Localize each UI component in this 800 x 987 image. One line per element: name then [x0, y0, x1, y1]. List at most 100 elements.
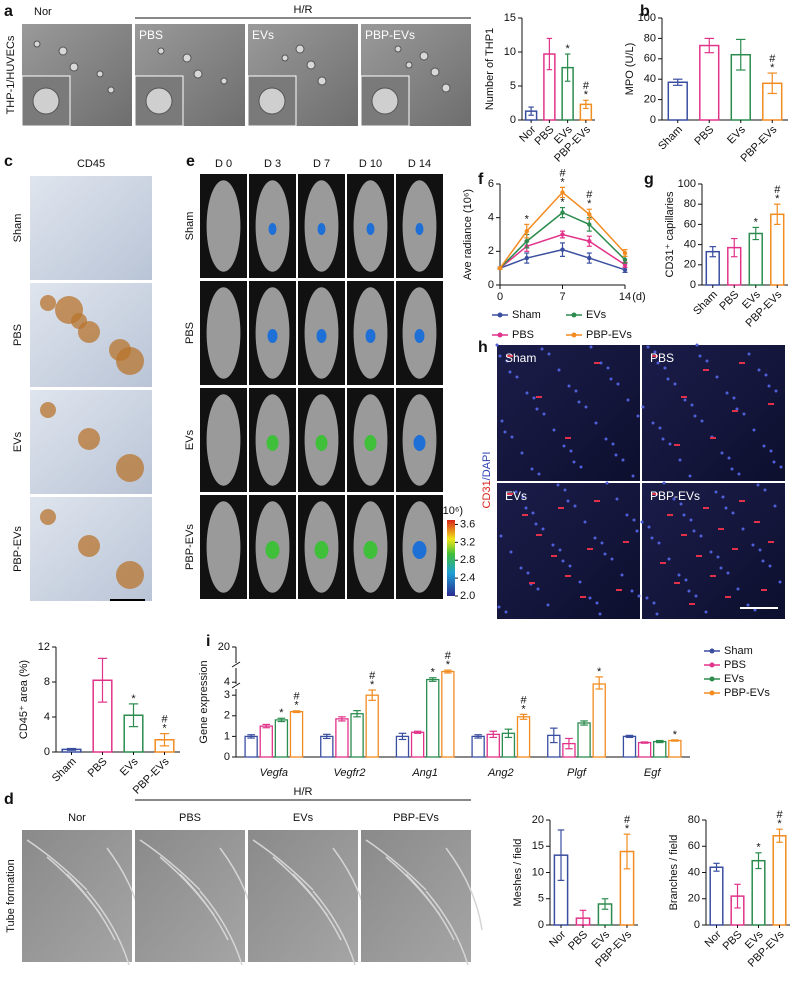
nucleus	[637, 594, 641, 598]
panel-letter: e	[186, 153, 195, 170]
vessel	[725, 596, 731, 598]
nucleus	[499, 534, 503, 538]
vessel	[739, 500, 745, 502]
bar	[699, 44, 720, 121]
nucleus	[561, 559, 565, 563]
nucleus	[772, 460, 776, 464]
significance-mark: *	[770, 62, 775, 74]
image-label: EVs	[505, 489, 527, 503]
vessel	[660, 562, 666, 564]
bar	[772, 835, 787, 926]
vessel	[565, 575, 571, 577]
x-axis-label: (d)	[632, 291, 645, 303]
nucleus	[714, 490, 718, 494]
nucleus	[558, 548, 562, 552]
significance-mark: #	[293, 691, 300, 703]
nucleus	[769, 449, 773, 453]
row-label: Sham	[184, 212, 196, 241]
y-tick-label: 0	[224, 751, 230, 763]
nucleus	[599, 361, 603, 365]
nucleus	[632, 518, 636, 522]
y-axis-label: Number of THP1	[484, 28, 496, 110]
fluorescence-image	[642, 483, 785, 619]
vessel	[754, 521, 760, 523]
nucleus	[737, 472, 741, 476]
vessel	[689, 603, 695, 605]
vessel	[732, 410, 738, 412]
colorbar-tick-label: 2.0	[460, 590, 475, 602]
micrograph	[22, 830, 132, 962]
column-label: D 7	[313, 158, 330, 170]
nucleus	[746, 603, 750, 607]
y-tick-label: 0	[44, 746, 50, 758]
stain-dapi: /DAPI	[481, 452, 493, 481]
nucleus	[610, 557, 614, 561]
nucleus	[498, 354, 502, 358]
significance-mark: #	[369, 670, 376, 682]
nucleus	[573, 504, 577, 508]
nucleus	[715, 375, 719, 379]
significance-mark: #	[583, 80, 590, 92]
nucleus	[753, 608, 757, 612]
nucleus	[520, 451, 524, 455]
vessel	[580, 596, 586, 598]
x-tick-label: PBS	[86, 756, 110, 780]
nucleus	[625, 513, 629, 517]
y-tick-label: 2	[224, 710, 230, 722]
column-label: PBS	[179, 812, 201, 824]
inset-cell	[145, 87, 173, 115]
nucleus	[508, 370, 512, 374]
signal	[366, 223, 375, 235]
nucleus	[577, 400, 581, 404]
bar	[637, 741, 652, 758]
tube	[139, 839, 201, 891]
x-tick-label: 14	[619, 291, 631, 303]
vessel	[667, 514, 673, 516]
y-tick-label: 4	[488, 212, 494, 224]
significance-mark: *	[294, 700, 299, 712]
nucleus	[647, 525, 651, 529]
y-tick-label: 12	[38, 641, 50, 653]
point	[587, 222, 592, 227]
nucleus	[725, 391, 729, 395]
mouse	[206, 501, 241, 593]
stain-label: CD31/DAPI	[481, 452, 493, 509]
nucleus	[606, 366, 610, 370]
significance-mark: *	[370, 679, 375, 691]
row-label: PBP-EVs	[12, 526, 24, 572]
nucleus	[605, 481, 609, 485]
vessel	[507, 493, 513, 495]
colorbar-tick-label: 3.2	[460, 536, 475, 548]
signal	[412, 541, 427, 559]
nucleus	[663, 366, 667, 370]
legend-label: Sham	[724, 645, 753, 657]
tube	[365, 839, 427, 891]
bar	[365, 694, 379, 758]
y-tick-label: 20	[644, 94, 656, 106]
nucleus	[668, 442, 672, 446]
vessel	[761, 589, 767, 591]
nucleus	[768, 564, 772, 568]
nucleus	[551, 543, 555, 547]
signal	[314, 541, 329, 559]
stain-cd31: CD31	[481, 480, 493, 508]
vessel	[674, 444, 680, 446]
vessel	[558, 507, 564, 509]
nucleus	[611, 442, 615, 446]
nucleus	[645, 596, 649, 600]
image-label: PBP-EVs	[650, 489, 700, 503]
y-tick-label: 0	[538, 919, 544, 931]
y-axis-label: MPO (U/L)	[624, 43, 636, 96]
point	[560, 247, 565, 252]
nucleus	[536, 587, 540, 591]
nucleus	[704, 610, 708, 614]
nucleus	[679, 502, 683, 506]
significance-mark: #	[776, 809, 783, 821]
significance-mark: *	[754, 216, 759, 228]
nucleus	[631, 474, 635, 478]
nucleus	[526, 571, 530, 575]
vessel	[594, 362, 600, 364]
x-tick-label: Nor	[547, 928, 568, 949]
nucleus	[640, 520, 644, 524]
